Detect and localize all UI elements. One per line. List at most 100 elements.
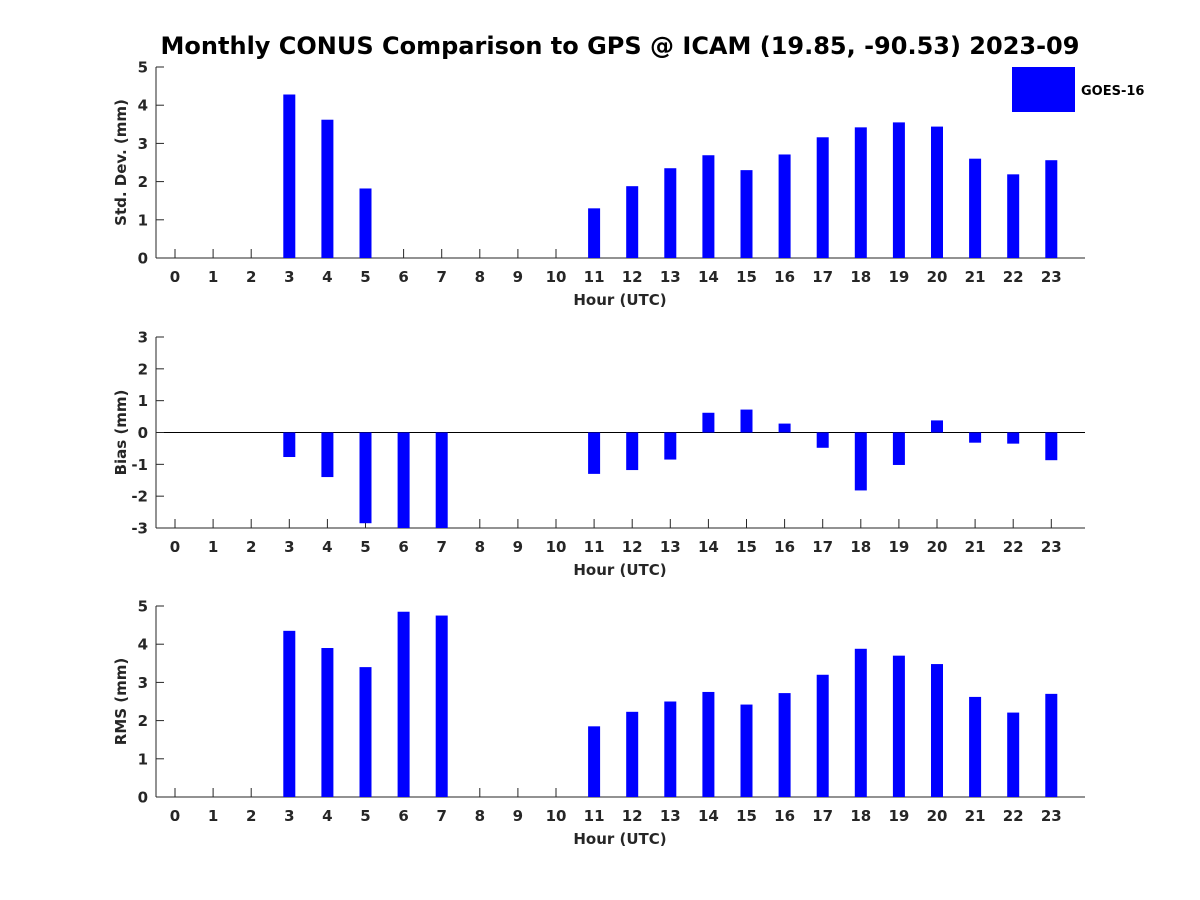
x-tick-label: 8 <box>475 538 485 556</box>
y-axis-label: Bias (mm) <box>112 390 130 476</box>
x-tick-label: 6 <box>398 807 408 825</box>
x-tick-label: 19 <box>888 807 909 825</box>
bar-hour-15 <box>740 704 753 797</box>
x-axis-label: Hour (UTC) <box>573 561 666 579</box>
x-tick-label: 7 <box>436 538 446 556</box>
x-tick-label: 7 <box>436 268 446 286</box>
x-tick-label: 8 <box>475 807 485 825</box>
bar-hour-22 <box>1007 174 1020 258</box>
x-tick-label: 12 <box>622 268 643 286</box>
x-tick-label: 4 <box>322 538 332 556</box>
bar-hour-5 <box>359 432 372 524</box>
x-tick-label: 10 <box>546 807 567 825</box>
bar-hour-19 <box>892 122 905 258</box>
bar-hour-12 <box>626 186 639 258</box>
y-tick-label: 5 <box>138 59 148 77</box>
x-tick-label: 4 <box>322 268 332 286</box>
x-tick-label: 18 <box>850 807 871 825</box>
x-tick-label: 20 <box>927 268 948 286</box>
x-tick-label: 12 <box>622 807 643 825</box>
x-tick-label: 2 <box>246 268 256 286</box>
bar-hour-20 <box>931 420 943 433</box>
bar-hour-7 <box>435 432 448 528</box>
x-tick-label: 13 <box>660 268 681 286</box>
x-tick-label: 21 <box>965 538 986 556</box>
x-tick-label: 0 <box>170 538 180 556</box>
x-tick-label: 14 <box>698 268 719 286</box>
x-tick-label: 1 <box>208 807 218 825</box>
y-tick-label: 3 <box>138 674 148 692</box>
bar-hour-20 <box>931 126 943 258</box>
bar-hour-12 <box>626 711 639 797</box>
x-tick-label: 9 <box>513 538 523 556</box>
x-axis-label: Hour (UTC) <box>573 291 666 309</box>
bar-hour-7 <box>435 615 448 797</box>
y-axis-label: Std. Dev. (mm) <box>112 99 130 226</box>
bar-hour-17 <box>816 674 829 797</box>
x-tick-label: 2 <box>246 807 256 825</box>
bar-hour-20 <box>931 664 943 797</box>
x-tick-label: 6 <box>398 538 408 556</box>
bar-hour-16 <box>778 154 791 258</box>
x-tick-label: 22 <box>1003 807 1024 825</box>
y-axis-label: RMS (mm) <box>112 658 130 745</box>
y-tick-label: 0 <box>138 250 148 268</box>
x-tick-label: 14 <box>698 807 719 825</box>
bar-hour-21 <box>969 158 982 258</box>
x-tick-label: 3 <box>284 807 294 825</box>
bar-hour-23 <box>1045 693 1058 797</box>
x-tick-label: 21 <box>965 268 986 286</box>
x-tick-label: 15 <box>736 807 757 825</box>
x-tick-label: 16 <box>774 807 795 825</box>
y-tick-label: 3 <box>138 329 148 347</box>
x-tick-label: 0 <box>170 268 180 286</box>
x-tick-label: 23 <box>1041 807 1062 825</box>
bar-hour-11 <box>588 432 601 474</box>
x-tick-label: 15 <box>736 268 757 286</box>
bar-hour-18 <box>854 432 867 491</box>
y-tick-label: 0 <box>138 789 148 807</box>
x-tick-label: 15 <box>736 538 757 556</box>
x-tick-label: 10 <box>546 268 567 286</box>
y-tick-label: 4 <box>138 636 148 654</box>
bar-hour-17 <box>816 137 829 258</box>
bar-hour-16 <box>778 423 791 433</box>
x-tick-label: 17 <box>812 538 833 556</box>
x-tick-label: 2 <box>246 538 256 556</box>
bar-hour-19 <box>892 655 905 797</box>
legend: GOES-16 <box>1012 67 1144 112</box>
x-tick-label: 17 <box>812 807 833 825</box>
x-axis-label: Hour (UTC) <box>573 830 666 848</box>
bar-hour-11 <box>588 208 601 258</box>
bar-hour-6 <box>397 611 410 797</box>
bar-hour-4 <box>321 432 334 478</box>
x-tick-label: 0 <box>170 807 180 825</box>
legend-swatch <box>1012 67 1075 112</box>
x-tick-label: 9 <box>513 268 523 286</box>
y-tick-label: 0 <box>138 424 148 442</box>
x-tick-label: 16 <box>774 268 795 286</box>
x-tick-label: 16 <box>774 538 795 556</box>
bar-hour-13 <box>664 168 677 258</box>
legend-label: GOES-16 <box>1081 84 1144 99</box>
x-tick-label: 9 <box>513 807 523 825</box>
x-tick-label: 12 <box>622 538 643 556</box>
x-tick-label: 11 <box>584 268 605 286</box>
bar-hour-14 <box>702 412 715 433</box>
x-tick-label: 18 <box>850 538 871 556</box>
figure-title: Monthly CONUS Comparison to GPS @ ICAM (… <box>161 32 1080 60</box>
bar-hour-4 <box>321 648 334 797</box>
bar-hour-3 <box>283 630 296 797</box>
bar-hour-21 <box>969 432 982 443</box>
x-tick-label: 19 <box>888 538 909 556</box>
bar-hour-14 <box>702 155 715 258</box>
bar-hour-15 <box>740 409 753 433</box>
bar-hour-22 <box>1007 712 1020 797</box>
x-tick-label: 8 <box>475 268 485 286</box>
bar-hour-21 <box>969 696 982 797</box>
y-tick-label: 2 <box>138 173 148 191</box>
bar-hour-5 <box>359 188 372 258</box>
